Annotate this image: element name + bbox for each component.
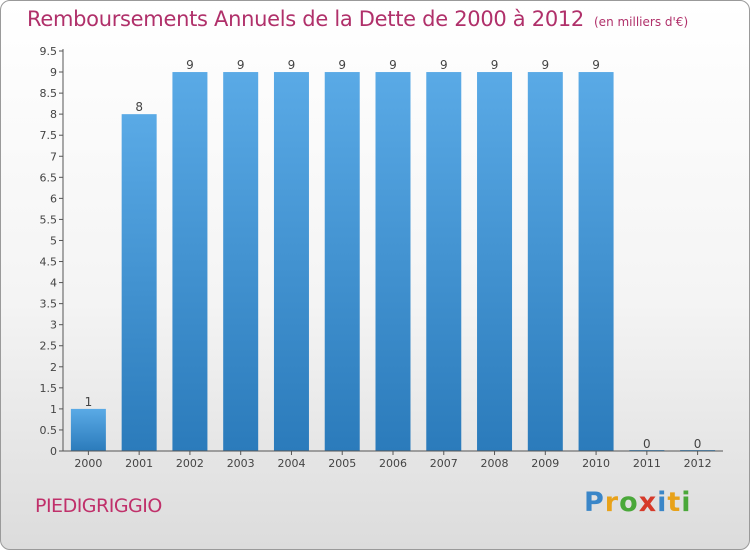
x-tick-label-2001: 2001 <box>125 457 153 470</box>
unit-note: (en milliers d'€) <box>594 15 689 29</box>
x-tick-label-2004: 2004 <box>277 457 305 470</box>
y-tick-label: 6.5 <box>40 171 58 184</box>
y-tick-label: 5 <box>50 234 57 247</box>
data-label-2000: 1 <box>85 395 93 409</box>
y-tick-label: 6 <box>50 192 57 205</box>
logo-letter: t <box>667 487 682 518</box>
data-labels: 1 8 9 9 9 9 9 9 9 9 9 0 0 <box>85 58 702 451</box>
proxiti-logo: Proxiti <box>584 487 692 518</box>
x-tick-label-2010: 2010 <box>582 457 610 470</box>
x-tick-label-2009: 2009 <box>531 457 559 470</box>
y-tick-label: 0.5 <box>40 424 58 437</box>
y-tick-label: 2.5 <box>40 340 58 353</box>
logo-letter: i <box>657 487 668 518</box>
bar-2000 <box>70 408 106 451</box>
logo-letter: P <box>584 487 605 518</box>
title-row: Remboursements Annuels de la Dette de 20… <box>27 7 688 31</box>
x-tick-label-2008: 2008 <box>481 457 509 470</box>
y-tick-label: 0 <box>50 445 57 458</box>
data-label-2004: 9 <box>288 58 296 72</box>
y-tick-label: 8.5 <box>40 87 58 100</box>
x-tick-label-2002: 2002 <box>176 457 204 470</box>
y-tick-label: 5.5 <box>40 213 58 226</box>
x-tick-label-2011: 2011 <box>633 457 661 470</box>
y-tick-label: 7 <box>50 150 57 163</box>
y-tick-label: 4 <box>50 277 57 290</box>
data-label-2011: 0 <box>643 437 651 451</box>
logo-letter: o <box>619 487 639 518</box>
x-axis: 2000 2001 2002 2003 2004 2005 2006 2007 2008 2009… <box>63 450 723 470</box>
y-tick-label: 4.5 <box>40 256 58 269</box>
data-label-2006: 9 <box>389 58 397 72</box>
data-label-2008: 9 <box>491 58 499 72</box>
bar-2006 <box>375 72 411 451</box>
x-tick-label-2000: 2000 <box>74 457 102 470</box>
bars <box>70 72 716 451</box>
x-tick-label-2007: 2007 <box>430 457 458 470</box>
data-label-2010: 9 <box>592 58 600 72</box>
bar-2002 <box>172 72 208 451</box>
data-label-2009: 9 <box>541 58 549 72</box>
y-tick-label: 9.5 <box>40 45 58 58</box>
data-label-2005: 9 <box>338 58 346 72</box>
data-label-2012: 0 <box>694 437 702 451</box>
x-tick-label-2006: 2006 <box>379 457 407 470</box>
bar-2003 <box>223 72 259 451</box>
y-tick-label: 3.5 <box>40 298 58 311</box>
x-tick-label-2005: 2005 <box>328 457 356 470</box>
bar-2005 <box>324 72 360 451</box>
commune-name: PIEDIGRIGGIO <box>35 495 162 517</box>
y-tick-label: 3 <box>50 319 57 332</box>
y-tick-label: 2 <box>50 361 57 374</box>
data-label-2001: 8 <box>135 100 143 114</box>
bar-2001 <box>121 114 157 451</box>
x-tick-label-2012: 2012 <box>684 457 712 470</box>
data-label-2007: 9 <box>440 58 448 72</box>
x-tick-label-2003: 2003 <box>227 457 255 470</box>
data-label-2002: 9 <box>186 58 194 72</box>
y-tick-label: 8 <box>50 108 57 121</box>
chart-title: Remboursements Annuels de la Dette de 20… <box>27 7 584 31</box>
data-label-2003: 9 <box>237 58 245 72</box>
bar-2009 <box>527 72 563 451</box>
bar-2007 <box>426 72 462 451</box>
y-tick-label: 7.5 <box>40 129 58 142</box>
logo-letter: x <box>638 487 658 518</box>
logo-letter: i <box>681 487 692 518</box>
y-axis: 0 0.5 1 1.5 2 2.5 3 3.5 4 4.5 5 5.5 6 6.5 7 7.5 8 8.5 9 9.5 <box>40 45 64 458</box>
y-tick-label: 9 <box>50 66 57 79</box>
y-tick-label: 1.5 <box>40 382 58 395</box>
bar-2008 <box>477 72 513 451</box>
bar-2010 <box>578 72 614 451</box>
logo-letter: r <box>604 487 620 518</box>
bar-2004 <box>273 72 309 451</box>
y-tick-label: 1 <box>50 403 57 416</box>
